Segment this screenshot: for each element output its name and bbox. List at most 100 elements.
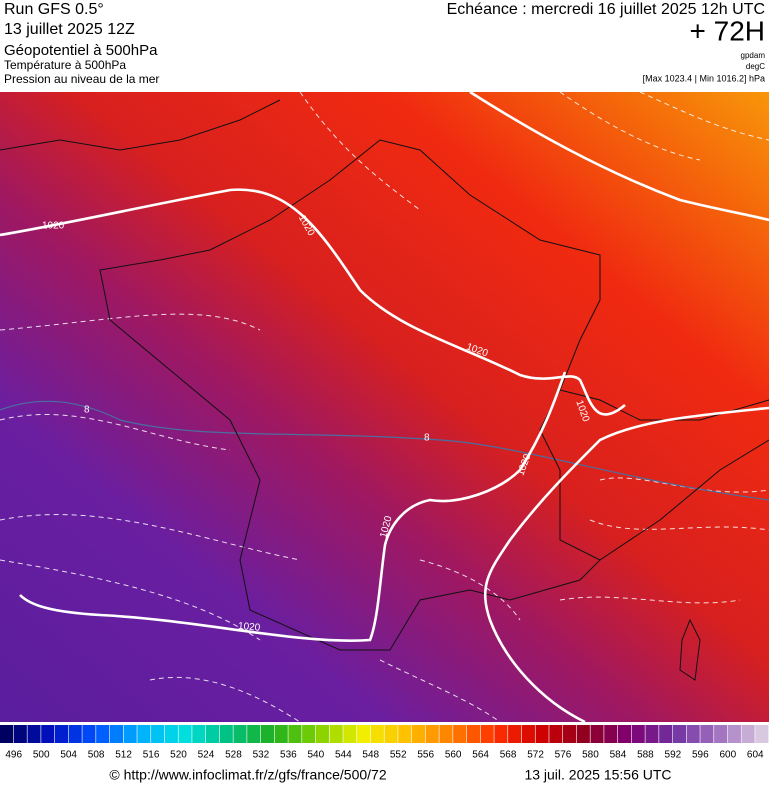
colorbar-swatch — [686, 725, 700, 743]
colorbar-swatch — [604, 725, 618, 743]
colorbar-swatch — [274, 725, 288, 743]
colorbar-label: 588 — [637, 750, 654, 761]
colorbar-swatch — [631, 725, 645, 743]
colorbar-swatch — [521, 725, 535, 743]
colorbar-label: 516 — [143, 750, 160, 761]
colorbar-swatch — [329, 725, 343, 743]
colorbar-swatch — [439, 725, 453, 743]
run-date: 13 juillet 2025 12Z — [4, 21, 135, 38]
colorbar-label: 532 — [253, 750, 270, 761]
colorbar-label: 580 — [582, 750, 599, 761]
colorbar-label: 604 — [747, 750, 764, 761]
colorbar-swatch — [659, 725, 673, 743]
unit-label: degC — [746, 62, 765, 71]
colorbar-swatch — [727, 725, 741, 743]
colorbar-swatch — [233, 725, 247, 743]
colorbar-swatch — [68, 725, 82, 743]
colorbar-swatch — [384, 725, 398, 743]
isobar-label: 1020 — [238, 621, 262, 634]
colorbar-swatch — [219, 725, 233, 743]
colorbar-label: 544 — [335, 750, 352, 761]
lead-time: + 72H — [690, 15, 766, 46]
colorbar-swatch — [453, 725, 467, 743]
footer: © http://www.infoclimat.fr/z/gfs/france/… — [109, 767, 671, 783]
colorbar-label: 520 — [170, 750, 187, 761]
colorbar-swatch — [590, 725, 604, 743]
colorbar-label: 504 — [60, 750, 77, 761]
colorbar-label: 540 — [307, 750, 324, 761]
isobar — [0, 188, 626, 416]
pressure-range: [Max 1023.4 | Min 1016.2] hPa — [643, 73, 765, 83]
colorbar-label: 560 — [445, 750, 462, 761]
colorbar-label: 576 — [555, 750, 572, 761]
colorbar-swatch — [672, 725, 687, 743]
isobar — [19, 371, 567, 642]
isotherm-label: 8 — [424, 433, 430, 444]
colorbar-swatch — [82, 725, 96, 743]
colorbar-label: 564 — [472, 750, 489, 761]
colorbar-swatch — [549, 725, 563, 743]
colorbar-label: 548 — [362, 750, 379, 761]
colorbar-swatch — [288, 725, 302, 743]
colorbar-swatch — [123, 725, 137, 743]
colorbar-label: 556 — [417, 750, 434, 761]
colorbar-swatch — [700, 725, 714, 743]
source-url: © http://www.infoclimat.fr/z/gfs/france/… — [109, 767, 386, 783]
colorbar-swatch — [480, 725, 494, 743]
colorbar-swatch — [192, 725, 206, 743]
timestamp: 13 juil. 2025 15:56 UTC — [524, 767, 671, 783]
run-title: Run GFS 0.5° — [4, 1, 104, 18]
isobar-label: 1020 — [42, 221, 65, 232]
colorbar-swatch — [494, 725, 508, 743]
colorbar-swatch — [343, 725, 357, 743]
colorbar-swatch — [576, 725, 590, 743]
isobar — [469, 90, 769, 222]
colorbar-label: 536 — [280, 750, 297, 761]
map: 1020 1020 1020 1020 1020 1020 1020 8 8 — [0, 90, 769, 724]
colorbar-swatch — [151, 725, 165, 743]
colorbar-swatch — [41, 725, 55, 743]
unit-label: gpdam — [741, 51, 766, 60]
colorbar-swatch — [302, 725, 316, 743]
colorbar-swatch — [137, 725, 151, 743]
colorbar-swatch — [247, 725, 261, 743]
colorbar-swatch — [617, 725, 632, 743]
colorbar-label: 512 — [115, 750, 132, 761]
header: Run GFS 0.5° 13 juillet 2025 12Z Géopote… — [4, 1, 765, 86]
colorbar-swatch — [357, 725, 371, 743]
isotherm — [0, 400, 769, 501]
colorbar-swatch — [645, 725, 659, 743]
borders — [0, 99, 769, 681]
colorbar-swatch — [741, 725, 755, 743]
colorbar-swatch — [96, 725, 110, 743]
colorbar-swatch — [755, 725, 769, 743]
colorbar-swatch — [508, 725, 522, 743]
contours — [0, 91, 769, 723]
colorbar-label: 568 — [500, 750, 517, 761]
colorbar-label: 572 — [527, 750, 544, 761]
colorbar-label: 500 — [33, 750, 50, 761]
colorbar-swatch — [425, 725, 439, 743]
isobar — [483, 406, 769, 724]
colorbar-swatch — [109, 725, 123, 743]
colorbar-label: 596 — [692, 750, 709, 761]
forecast-time: Echéance : mercredi 16 juillet 2025 12h … — [447, 1, 765, 18]
colorbar-swatch — [0, 725, 14, 743]
colorbar-label: 524 — [198, 750, 215, 761]
colorbar-label: 592 — [665, 750, 682, 761]
layer-label: Géopotentiel à 500hPa — [4, 42, 158, 59]
colorbar-swatch — [27, 725, 41, 743]
colorbar-swatch — [54, 725, 69, 743]
field — [0, 92, 769, 722]
layer-label: Température à 500hPa — [4, 58, 126, 72]
colorbar-swatch — [535, 725, 549, 743]
colorbar-swatch — [398, 725, 412, 743]
colorbar-swatch — [205, 725, 220, 743]
colorbar-swatch — [466, 725, 481, 743]
colorbar-swatch — [370, 725, 384, 743]
colorbar-label: 528 — [225, 750, 242, 761]
colorbar-label: 600 — [719, 750, 736, 761]
isotherm-label: 8 — [84, 405, 90, 416]
colorbar-swatch — [563, 725, 577, 743]
colorbar-swatch — [315, 725, 329, 743]
